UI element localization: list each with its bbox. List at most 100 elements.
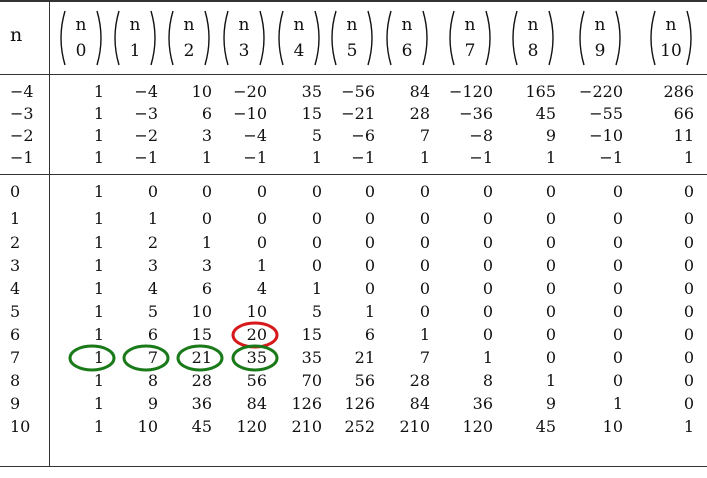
- table-cell: 6: [364, 325, 375, 344]
- table-cell: 1: [93, 104, 104, 123]
- table-cell: 0: [612, 233, 623, 252]
- highlight-ellipse: [68, 344, 116, 372]
- right-paren: [96, 10, 102, 66]
- row-label: −1: [10, 148, 34, 167]
- table-cell: 0: [683, 371, 694, 390]
- table-cell: 1: [545, 148, 556, 167]
- table-cell: 0: [612, 279, 623, 298]
- table-cell: 120: [462, 417, 493, 436]
- table-cell: 15: [301, 104, 322, 123]
- binom-top: n: [401, 15, 413, 35]
- paren-icon: [449, 10, 491, 66]
- table-cell: −1: [351, 148, 375, 167]
- table-cell: 9: [147, 394, 158, 413]
- table-cell: 1: [93, 209, 104, 228]
- left-paren: [512, 10, 518, 66]
- right-paren: [204, 10, 210, 66]
- binom-bottom: 3: [238, 41, 250, 61]
- row-label: 9: [10, 394, 21, 413]
- table-cell: 3: [201, 126, 212, 145]
- table-cell: 5: [147, 302, 158, 321]
- table-cell: 0: [482, 182, 493, 201]
- left-paren: [223, 10, 229, 66]
- table-cell: 15: [191, 325, 212, 344]
- binom-bottom: 7: [464, 41, 476, 61]
- table-cell: 45: [535, 104, 556, 123]
- table-cell: −36: [459, 104, 493, 123]
- table-cell: −2: [134, 126, 158, 145]
- highlight-ellipse: [122, 344, 170, 372]
- table-cell: 0: [545, 348, 556, 367]
- table-cell: 1: [93, 182, 104, 201]
- table-cell: 0: [683, 302, 694, 321]
- table-cell: 1: [93, 325, 104, 344]
- right-paren: [314, 10, 320, 66]
- table-cell: −10: [233, 104, 267, 123]
- table-cell: 1: [93, 233, 104, 252]
- paren-icon: [60, 10, 102, 66]
- header-rule: [0, 74, 707, 75]
- table-cell: −56: [341, 82, 375, 101]
- table-cell: 7: [419, 126, 430, 145]
- table-cell: −10: [589, 126, 623, 145]
- row-label: 5: [10, 302, 21, 321]
- row-label: 4: [10, 279, 21, 298]
- table-cell: 0: [683, 348, 694, 367]
- table-cell: 0: [545, 302, 556, 321]
- binom-bottom: 8: [527, 41, 539, 61]
- table-cell: 0: [256, 182, 267, 201]
- table-cell: 84: [409, 394, 430, 413]
- row-label: 6: [10, 325, 21, 344]
- table-cell: 0: [419, 209, 430, 228]
- row-label: 8: [10, 371, 21, 390]
- paren-icon: [223, 10, 265, 66]
- paren-icon: [331, 10, 373, 66]
- right-paren: [615, 10, 621, 66]
- table-cell: 10: [246, 302, 267, 321]
- row-label: 0: [10, 182, 21, 201]
- table-cell: 1: [93, 148, 104, 167]
- table-cell: 0: [311, 256, 322, 275]
- binom-top: n: [129, 15, 141, 35]
- binom-bottom: 5: [346, 41, 358, 61]
- table-cell: −4: [243, 126, 267, 145]
- table-cell: 45: [191, 417, 212, 436]
- table-cell: 286: [663, 82, 694, 101]
- binom-top: n: [293, 15, 305, 35]
- table-cell: 0: [419, 256, 430, 275]
- table-cell: 5: [311, 126, 322, 145]
- table-cell: 10: [137, 417, 158, 436]
- table-cell: 3: [147, 256, 158, 275]
- binom-top: n: [665, 15, 677, 35]
- table-cell: 1: [683, 148, 694, 167]
- table-cell: 0: [612, 302, 623, 321]
- row-label: 2: [10, 233, 21, 252]
- table-cell: 8: [482, 371, 493, 390]
- table-cell: 7: [147, 348, 158, 367]
- table-cell: 0: [419, 302, 430, 321]
- table-cell: 28: [409, 371, 430, 390]
- table-cell: 0: [364, 279, 375, 298]
- row-label: −2: [10, 126, 34, 145]
- table-cell: 3: [201, 256, 212, 275]
- table-cell: 20: [246, 325, 267, 344]
- table-cell: 1: [419, 325, 430, 344]
- binom-top: n: [346, 15, 358, 35]
- table-cell: 0: [311, 182, 322, 201]
- binom-top: n: [594, 15, 606, 35]
- table-cell: −220: [579, 82, 623, 101]
- highlight-ellipse: [231, 344, 279, 372]
- table-cell: 36: [191, 394, 212, 413]
- row-label: 10: [10, 417, 31, 436]
- table-cell: −20: [233, 82, 267, 101]
- table-cell: 1: [311, 148, 322, 167]
- highlight-ellipse: [176, 344, 224, 372]
- table-cell: 0: [482, 279, 493, 298]
